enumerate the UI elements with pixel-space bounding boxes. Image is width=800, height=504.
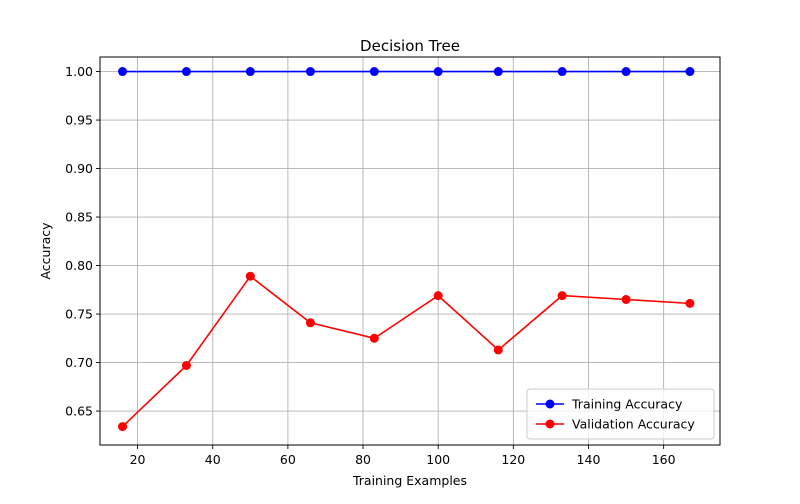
y-tick-label: 1.00: [65, 64, 93, 79]
x-tick-label: 120: [501, 452, 525, 467]
validation-accuracy-point: [493, 345, 503, 355]
legend: Training Accuracy Validation Accuracy: [526, 388, 715, 440]
training-accuracy-point: [305, 67, 315, 77]
x-tick-label: 40: [205, 452, 221, 467]
y-tick-label: 0.95: [65, 113, 93, 128]
x-tick-label: 80: [355, 452, 371, 467]
validation-accuracy-point: [685, 298, 695, 308]
training-accuracy-point: [245, 67, 255, 77]
training-accuracy-point: [118, 67, 128, 77]
training-accuracy-point: [181, 67, 191, 77]
legend-training-accuracy-marker: [545, 399, 555, 409]
series-layer: [118, 67, 695, 432]
y-tick-label: 0.65: [65, 404, 93, 419]
chart-title: Decision Tree: [360, 37, 460, 55]
y-tick-label: 0.70: [65, 355, 93, 370]
legend-box: [526, 388, 715, 440]
validation-accuracy-point: [621, 295, 631, 304]
training-accuracy-point: [493, 67, 503, 77]
validation-accuracy-point: [118, 422, 128, 432]
y-tick-label: 0.75: [65, 307, 93, 322]
training-accuracy-point: [557, 67, 567, 77]
validation-accuracy-point: [557, 291, 567, 301]
x-tick-label: 60: [280, 452, 296, 467]
x-axis-label: Training Examples: [352, 473, 467, 488]
validation-accuracy-line: [121, 275, 690, 428]
training-accuracy-point: [369, 67, 379, 77]
validation-accuracy-point: [369, 333, 379, 343]
legend-validation-accuracy-label: Validation Accuracy: [572, 417, 695, 432]
y-tick-label: 0.80: [65, 258, 93, 273]
y-axis-label: Accuracy: [38, 222, 53, 280]
legend-training-accuracy-label: Training Accuracy: [571, 397, 683, 412]
validation-accuracy-point: [433, 291, 443, 301]
y-tick-label: 0.90: [65, 161, 93, 176]
x-tick-label: 20: [130, 452, 146, 467]
validation-accuracy-point: [181, 360, 191, 370]
grid-layer: [100, 57, 720, 445]
validation-accuracy-point: [245, 271, 255, 281]
plot-frame: [99, 56, 721, 446]
ticks-layer: 20 40 60 80 100 120 140 160 0.65 0.70 0.75 0.80 0.85…: [65, 64, 675, 467]
training-accuracy-point: [685, 67, 695, 77]
x-tick-label: 160: [652, 452, 676, 467]
training-accuracy-point: [621, 67, 631, 77]
x-tick-label: 100: [426, 452, 450, 467]
training-accuracy-point: [433, 67, 443, 77]
y-tick-label: 0.85: [65, 210, 93, 225]
validation-accuracy-point: [305, 318, 315, 328]
x-tick-label: 140: [577, 452, 601, 467]
legend-validation-accuracy-marker: [545, 419, 555, 429]
